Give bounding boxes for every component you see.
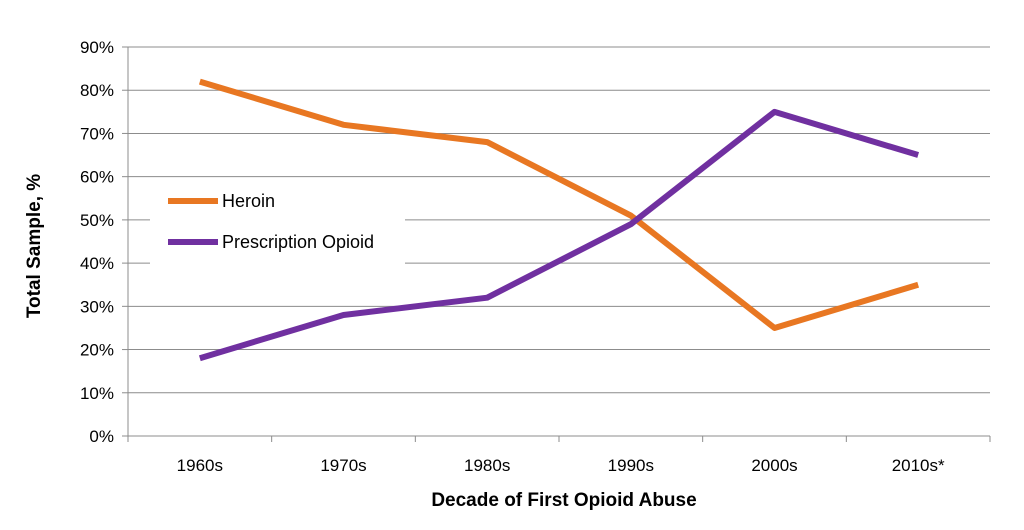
y-tick-labels: 0% 10% 20% 30% 40% 50% 60% 70% 80% 90% — [80, 38, 114, 446]
legend: Heroin Prescription Opioid — [150, 180, 405, 266]
x-tick-label: 2000s — [751, 456, 797, 475]
x-tick-labels: 1960s 1970s 1980s 1990s 2000s 2010s* — [177, 456, 945, 475]
y-tick-label: 60% — [80, 168, 114, 187]
y-tick-label: 0% — [89, 427, 114, 446]
y-tick-label: 40% — [80, 254, 114, 273]
series-lines — [198, 78, 920, 362]
series-line-0 — [198, 78, 920, 331]
y-tick-label: 10% — [80, 384, 114, 403]
legend-label: Prescription Opioid — [222, 232, 374, 252]
x-tick-label: 2010s* — [892, 456, 945, 475]
y-tick-label: 80% — [80, 81, 114, 100]
legend-label: Heroin — [222, 191, 275, 211]
y-axis-title: Total Sample, % — [24, 174, 45, 318]
x-tick-label: 1990s — [608, 456, 654, 475]
x-axis-title: Decade of First Opioid Abuse — [431, 490, 696, 511]
x-tick-label: 1960s — [177, 456, 223, 475]
x-tick-label: 1970s — [320, 456, 366, 475]
y-tick-label: 30% — [80, 297, 114, 316]
y-tick-label: 70% — [80, 124, 114, 143]
series-line-1 — [198, 108, 920, 362]
axes — [122, 46, 991, 442]
y-tick-label: 90% — [80, 38, 114, 57]
y-tick-label: 50% — [80, 211, 114, 230]
x-tick-label: 1980s — [464, 456, 510, 475]
y-tick-label: 20% — [80, 341, 114, 360]
legend-background — [150, 180, 405, 266]
